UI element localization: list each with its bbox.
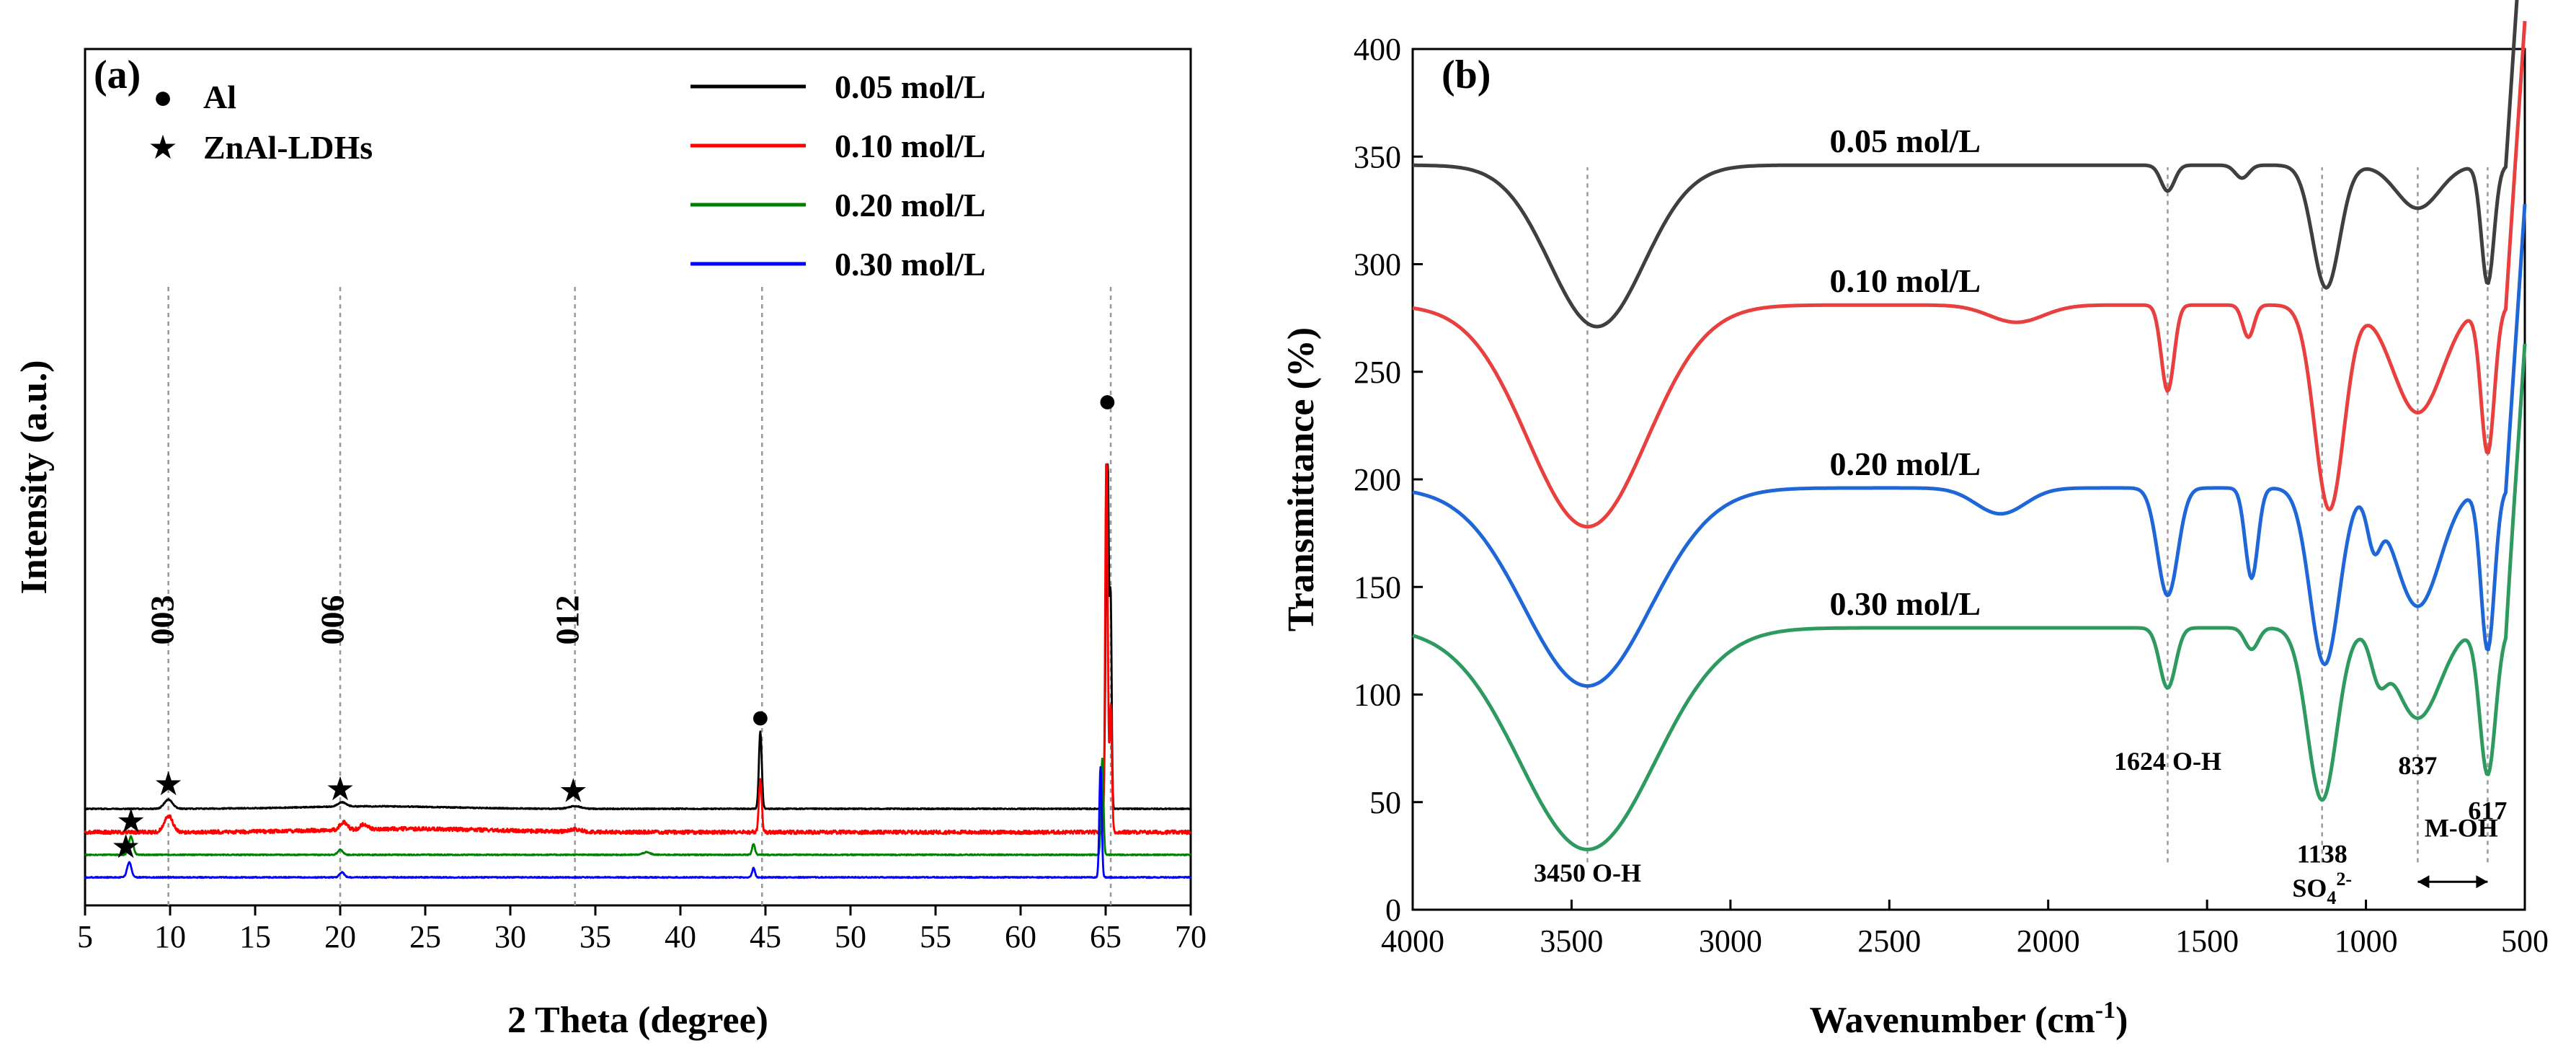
ldh-peak-marker: ★ [325, 771, 355, 807]
y-tick-label: 250 [1354, 355, 1401, 390]
series-line-0.10-mol-L [84, 463, 1192, 835]
y-axis-title: Transmittance (%) [1281, 327, 1322, 631]
hkl-label: 006 [314, 595, 351, 645]
x-tick-label: 50 [835, 919, 866, 954]
series-line-0.30-mol-L [84, 766, 1192, 879]
al-peak-marker: ● [750, 698, 770, 735]
x-tick-label: 1500 [2175, 923, 2239, 959]
y-tick-label: 400 [1354, 32, 1401, 67]
series-line-0.05-mol-L [1412, 0, 2519, 329]
arrow-head-right [2476, 875, 2488, 889]
x-tick-label: 3500 [1540, 923, 1603, 959]
series-line-0.10-mol-L [1412, 21, 2527, 529]
legend-label: 0.10 mol/L [835, 128, 986, 164]
series-line-0.30-mol-L [1412, 343, 2527, 851]
x-tick-label: 20 [324, 919, 356, 954]
x-tick-label: 35 [579, 919, 611, 954]
ldh-peak-marker: ★ [111, 828, 141, 865]
al-peak-marker: ● [1097, 382, 1117, 419]
legend-label: 0.20 mol/L [835, 187, 986, 223]
peak-annotation: 837 [2398, 751, 2437, 780]
y-axis-title: Intensity (a.u.) [14, 360, 55, 594]
arrow-head-left [2417, 875, 2430, 889]
series-line-0.20-mol-L [1412, 203, 2527, 688]
y-tick-label: 350 [1354, 139, 1401, 174]
x-tick-label: 15 [239, 919, 271, 954]
x-tick-label: 45 [750, 919, 781, 954]
x-tick-label: 4000 [1381, 923, 1444, 959]
x-tick-label: 70 [1175, 919, 1207, 954]
y-tick-label: 150 [1354, 569, 1401, 605]
ldh-peak-marker: ★ [559, 773, 588, 810]
panel-label: (b) [1442, 53, 1491, 97]
peak-annotation: 1138 [2297, 839, 2348, 868]
x-tick-label: 1000 [2335, 923, 2398, 959]
plot-frame [84, 48, 1192, 907]
x-tick-label: 40 [665, 919, 696, 954]
x-tick-label: 60 [1005, 919, 1036, 954]
x-tick-label: 65 [1090, 919, 1122, 954]
y-tick-label: 100 [1354, 678, 1401, 713]
sulfate-annotation: SO42- [2292, 869, 2352, 908]
x-tick-label: 5 [77, 919, 93, 954]
y-tick-label: 200 [1354, 462, 1401, 497]
peak-annotation: 3450 O-H [1534, 859, 1641, 887]
x-tick-label: 10 [154, 919, 186, 954]
x-tick-label: 3000 [1699, 923, 1762, 959]
y-tick-label: 50 [1369, 785, 1401, 820]
x-tick-label: 2500 [1857, 923, 1921, 959]
phase-legend-label: Al [203, 79, 236, 115]
phase-legend-label: ZnAl-LDHs [203, 129, 373, 166]
panel-label: (a) [94, 53, 141, 97]
x-tick-label: 25 [409, 919, 441, 954]
x-tick-label: 500 [2501, 923, 2549, 959]
hkl-label: 012 [548, 595, 585, 645]
series-label: 0.05 mol/L [1830, 123, 1981, 159]
peak-annotation: 1624 O-H [2114, 747, 2221, 776]
series-label: 0.20 mol/L [1830, 445, 1981, 482]
series-line-0.20-mol-L [84, 758, 1191, 856]
x-tick-label: 30 [494, 919, 526, 954]
x-tick-label: 55 [920, 919, 951, 954]
ftir-panel: 0.05 mol/L 0.10 mol/L 0.20 mol/L 0.30 mol/L… [1281, 0, 2549, 1041]
legend-label: 0.30 mol/L [835, 246, 986, 283]
x-tick-label: 2000 [2017, 923, 2080, 959]
peak-annotation: 617 [2468, 797, 2507, 825]
phase-legend-symbol: ★ [148, 129, 177, 166]
ldh-peak-marker: ★ [116, 802, 146, 839]
phase-legend-symbol: ● [153, 79, 173, 115]
ldh-peak-marker: ★ [154, 766, 183, 802]
x-axis-title: Wavenumber (cm-1) [1810, 997, 2128, 1041]
legend-label: 0.05 mol/L [835, 68, 986, 105]
x-axis-title: 2 Theta (degree) [507, 1000, 768, 1041]
y-tick-label: 300 [1354, 247, 1401, 283]
peak-annotation: M-OH [2425, 814, 2498, 843]
y-tick-label: 0 [1385, 892, 1401, 928]
hkl-label: 003 [144, 595, 181, 645]
series-line-0.05-mol-L [84, 463, 1192, 811]
series-label: 0.30 mol/L [1830, 585, 1981, 622]
series-label: 0.10 mol/L [1830, 262, 1981, 299]
